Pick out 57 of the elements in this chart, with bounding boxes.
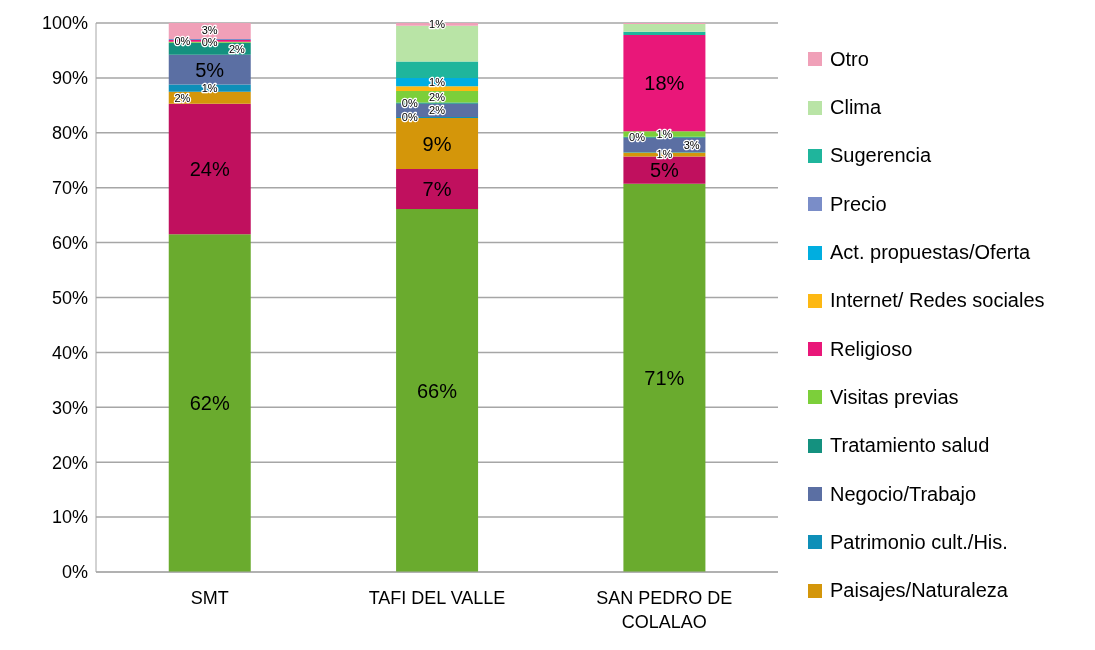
y-tick-label: 60% <box>51 232 88 253</box>
y-tick-label: 70% <box>51 178 88 199</box>
legend-label: Sugerencia <box>830 144 932 168</box>
data-label: 66% <box>416 379 458 402</box>
legend-label: Internet/ Redes sociales <box>830 289 1045 313</box>
data-label: 71% <box>644 366 685 389</box>
legend-label: Religioso <box>830 337 913 361</box>
data-label: 1% <box>429 18 446 31</box>
data-label: 1% <box>656 127 673 140</box>
bar <box>396 61 479 78</box>
legend-label: Visitas previas <box>830 385 959 409</box>
bar <box>623 183 706 572</box>
data-label: 18% <box>644 72 685 95</box>
y-tick-label: 40% <box>51 342 88 363</box>
data-label: 5% <box>195 58 225 81</box>
y-tick-label: 50% <box>51 287 88 308</box>
bar <box>396 169 479 210</box>
data-label: 1% <box>429 76 446 89</box>
bar <box>396 86 479 92</box>
data-label: 24% <box>189 158 230 181</box>
legend-label: Tratamiento salud <box>830 434 990 458</box>
legend-label: Patrimonio cult./His. <box>830 530 1008 554</box>
data-label: 2% <box>228 42 246 55</box>
y-tick-label: 30% <box>51 397 88 418</box>
x-tick-label: TAFI DEL VALLE <box>368 588 506 609</box>
data-label: 7% <box>422 178 452 201</box>
data-label: 5% <box>649 159 679 182</box>
data-label: 2% <box>429 104 446 117</box>
bar <box>396 209 479 572</box>
bar <box>168 234 251 572</box>
bar <box>623 24 706 32</box>
data-label: 3% <box>201 24 218 37</box>
bar <box>168 103 251 235</box>
data-label: 62% <box>189 392 230 415</box>
x-tick-label: SAN PEDRO DE COLALAO <box>596 588 733 632</box>
bar <box>623 35 706 132</box>
y-tick-label: 80% <box>51 123 88 144</box>
data-label: 3% <box>683 138 700 151</box>
bar <box>623 31 706 36</box>
data-label: 1% <box>201 82 218 95</box>
legend-label: Otro <box>830 47 869 71</box>
legend-label: Precio <box>830 192 887 216</box>
data-label: 2% <box>429 90 446 103</box>
y-tick-label: 10% <box>51 507 88 528</box>
legend-label: Negocio/Trabajo <box>830 482 977 506</box>
data-label: 0% <box>401 111 418 124</box>
y-tick-label: 90% <box>51 68 88 89</box>
data-label: 2% <box>174 91 191 104</box>
x-tick-label: SMT <box>190 588 229 609</box>
legend-label: Act. propuestas/Oferta <box>830 241 1031 265</box>
data-label: 9% <box>422 132 452 155</box>
data-label: 0% <box>201 36 218 49</box>
y-tick-label: 0% <box>61 562 88 583</box>
y-tick-label: 100% <box>41 13 88 34</box>
y-tick-label: 20% <box>51 452 88 473</box>
legend-label: Paisajes/Naturaleza <box>830 579 1008 603</box>
legend-label: Clima <box>830 96 882 120</box>
